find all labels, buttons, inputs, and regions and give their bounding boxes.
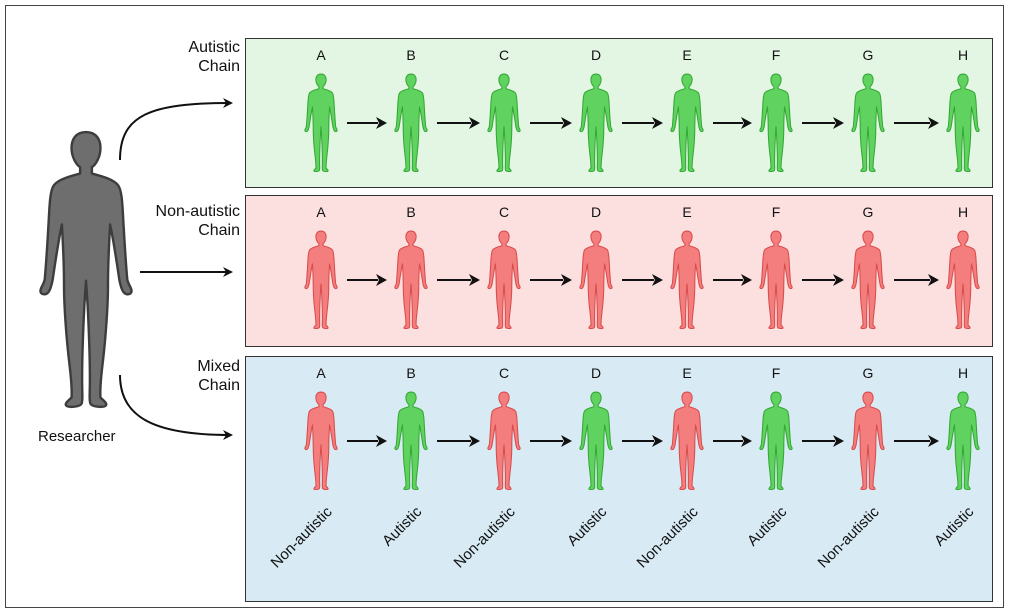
position-letter-h: H xyxy=(957,204,969,220)
non-autistic-person-icon xyxy=(577,226,615,334)
position-letter-f: F xyxy=(771,47,781,63)
chain-title-non-autistic: Non-autistic Chain xyxy=(155,203,240,239)
position-letter-g: G xyxy=(862,204,874,220)
autistic-person-icon xyxy=(944,387,982,495)
chain-arrow xyxy=(528,273,572,287)
non-autistic-person-icon xyxy=(392,226,430,334)
mixed-member-label: Non-autistic xyxy=(633,503,702,572)
position-letter-b: B xyxy=(406,365,416,381)
position-letter-c: C xyxy=(498,47,510,63)
chain-title-autistic: Autistic Chain xyxy=(188,39,240,75)
chain-arrow xyxy=(620,116,663,130)
chain-arrow xyxy=(345,273,387,287)
chain-arrow xyxy=(528,434,572,448)
position-letter-b: B xyxy=(406,204,416,220)
autistic-person-icon xyxy=(577,69,615,177)
non-autistic-person-icon xyxy=(757,226,795,334)
chain-arrow xyxy=(435,116,480,130)
position-letter-f: F xyxy=(771,204,781,220)
mixed-member-label: Autistic xyxy=(379,503,426,551)
autistic-person-icon xyxy=(302,69,340,177)
position-letter-f: F xyxy=(771,365,781,381)
mixed-member-label: Autistic xyxy=(744,503,791,551)
autistic-person-icon xyxy=(392,69,430,177)
mixed-chain-panel: A B C D E F G H Non-autistic Autistic Non-autistic… xyxy=(245,356,993,602)
autistic-person-icon xyxy=(485,69,523,177)
autistic-person-icon xyxy=(849,69,887,177)
position-letter-d: D xyxy=(590,365,602,381)
position-letter-c: C xyxy=(498,365,510,381)
chain-title-mixed: Mixed Chain xyxy=(197,358,240,394)
chain-arrow xyxy=(800,434,844,448)
position-letter-g: G xyxy=(862,365,874,381)
chain-arrow xyxy=(892,116,939,130)
autistic-person-icon xyxy=(944,69,982,177)
position-letter-a: A xyxy=(316,365,326,381)
position-letter-e: E xyxy=(682,204,692,220)
autistic-person-icon xyxy=(757,387,795,495)
position-letter-e: E xyxy=(682,47,692,63)
non-autistic-person-icon xyxy=(485,226,523,334)
position-letter-e: E xyxy=(682,365,692,381)
researcher-arrows xyxy=(119,98,233,440)
position-letter-h: H xyxy=(957,365,969,381)
chain-arrow xyxy=(800,273,844,287)
chain-arrow xyxy=(711,273,752,287)
non-autistic-chain-panel: A B C D E F G H xyxy=(245,195,993,347)
chain-arrow xyxy=(800,116,844,130)
mixed-member-label: Non-autistic xyxy=(814,503,883,572)
position-letter-g: G xyxy=(862,47,874,63)
mixed-member-label: Non-autistic xyxy=(450,503,519,572)
non-autistic-person-icon xyxy=(668,226,706,334)
position-letter-a: A xyxy=(316,204,326,220)
chain-arrow xyxy=(620,273,663,287)
non-autistic-person-icon xyxy=(668,387,706,495)
chain-arrow xyxy=(711,434,752,448)
non-autistic-person-icon xyxy=(485,387,523,495)
chain-arrow xyxy=(892,273,939,287)
chain-arrow xyxy=(435,434,480,448)
position-letter-a: A xyxy=(316,47,326,63)
non-autistic-person-icon xyxy=(302,387,340,495)
non-autistic-person-icon xyxy=(944,226,982,334)
chain-arrow xyxy=(345,434,387,448)
chain-arrow xyxy=(620,434,663,448)
position-letter-b: B xyxy=(406,47,416,63)
non-autistic-person-icon xyxy=(302,226,340,334)
chain-arrow xyxy=(435,273,480,287)
non-autistic-person-icon xyxy=(849,387,887,495)
chain-arrow xyxy=(528,116,572,130)
mixed-member-label: Non-autistic xyxy=(267,503,336,572)
autistic-person-icon xyxy=(757,69,795,177)
chain-arrow xyxy=(892,434,939,448)
position-letter-d: D xyxy=(590,47,602,63)
autistic-person-icon xyxy=(392,387,430,495)
position-letter-d: D xyxy=(590,204,602,220)
autistic-chain-panel: A B C D E F G H xyxy=(245,38,993,188)
autistic-person-icon xyxy=(668,69,706,177)
mixed-member-label: Autistic xyxy=(931,503,978,551)
mixed-member-label: Autistic xyxy=(564,503,611,551)
position-letter-h: H xyxy=(957,47,969,63)
researcher-label: Researcher xyxy=(38,428,116,445)
position-letter-c: C xyxy=(498,204,510,220)
non-autistic-person-icon xyxy=(849,226,887,334)
autistic-person-icon xyxy=(577,387,615,495)
researcher-icon xyxy=(39,130,133,409)
chain-arrow xyxy=(711,116,752,130)
chain-arrow xyxy=(345,116,387,130)
